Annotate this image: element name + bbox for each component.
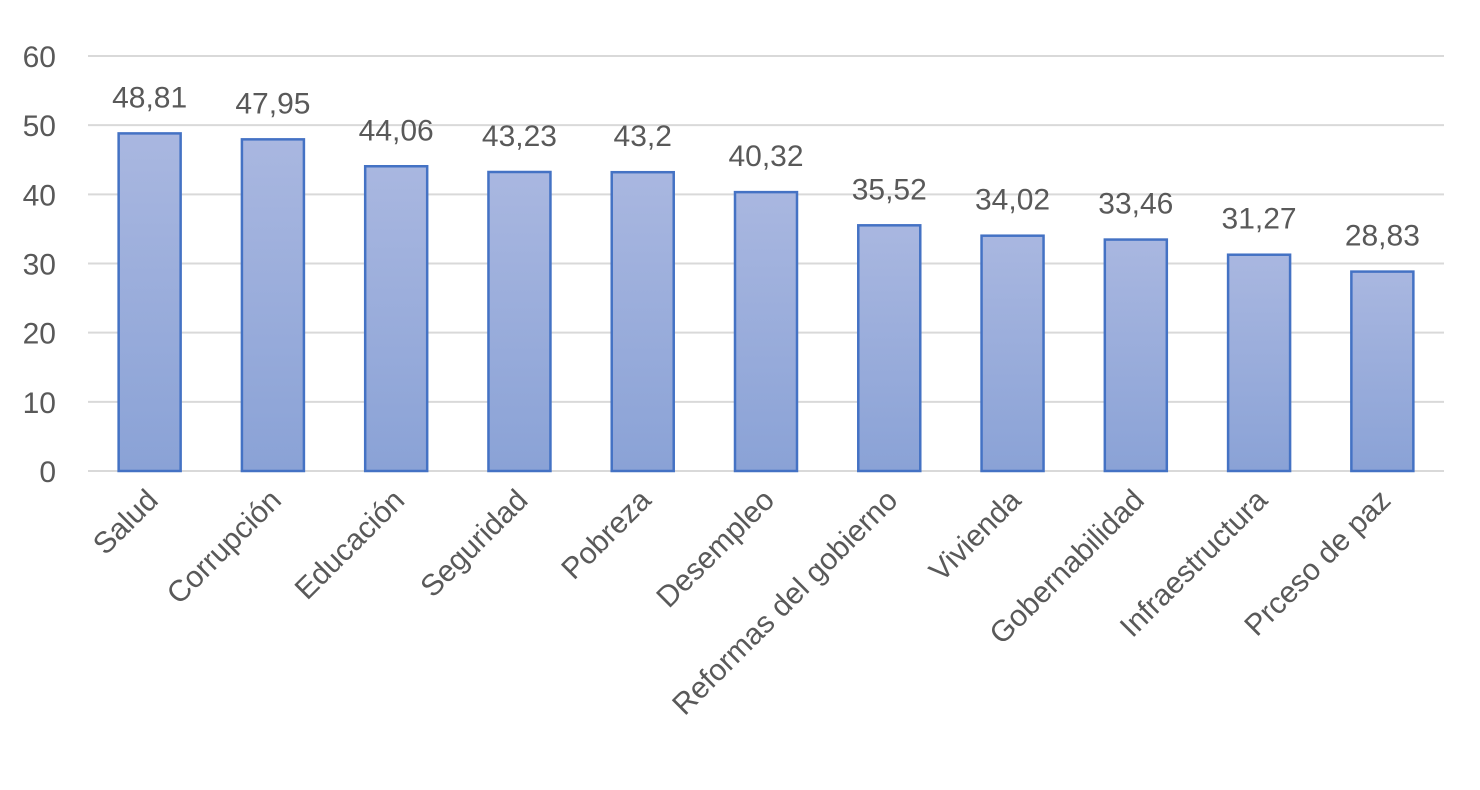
bar-4 bbox=[610, 170, 675, 473]
data-label: 40,32 bbox=[728, 140, 803, 173]
y-tick-label: 50 bbox=[23, 110, 56, 143]
bar-9 bbox=[1226, 253, 1292, 473]
y-tick-label: 40 bbox=[23, 179, 56, 212]
x-tick-label: Vivienda bbox=[923, 483, 1028, 588]
data-labels: 48,81 47,95 44,06 43,23 43,2 40,32 35,52 34,02 3… bbox=[112, 81, 1420, 252]
y-tick-label: 60 bbox=[23, 41, 56, 74]
bar-3 bbox=[487, 170, 552, 473]
bar-6 bbox=[857, 224, 922, 473]
data-label: 47,95 bbox=[235, 87, 310, 120]
data-label: 43,2 bbox=[614, 120, 672, 153]
bars bbox=[117, 132, 1415, 473]
y-axis-ticks: 0 10 20 30 40 50 60 bbox=[23, 41, 56, 489]
data-label: 43,23 bbox=[482, 120, 557, 153]
x-tick-label: Desempleo bbox=[650, 484, 781, 615]
data-label: 44,06 bbox=[359, 114, 434, 147]
data-label: 33,46 bbox=[1098, 188, 1173, 221]
x-tick-label: Salud bbox=[87, 484, 165, 562]
x-tick-label: Seguridad bbox=[414, 484, 534, 604]
bar-8 bbox=[1103, 238, 1169, 473]
bar-5 bbox=[733, 190, 799, 473]
bar-1 bbox=[240, 138, 306, 473]
data-label: 28,83 bbox=[1345, 220, 1420, 253]
x-tick-label: Educación bbox=[289, 484, 411, 606]
y-tick-label: 0 bbox=[39, 456, 56, 489]
x-tick-label: Pobreza bbox=[555, 483, 658, 586]
data-label: 48,81 bbox=[112, 81, 187, 114]
bar-2 bbox=[363, 165, 429, 473]
y-tick-label: 30 bbox=[23, 249, 56, 282]
x-tick-label: Corrupción bbox=[161, 484, 288, 611]
bar-0 bbox=[117, 132, 182, 473]
data-label: 34,02 bbox=[975, 184, 1050, 217]
y-tick-label: 10 bbox=[23, 387, 56, 420]
data-label: 31,27 bbox=[1222, 203, 1297, 236]
bar-7 bbox=[980, 234, 1045, 473]
bar-10 bbox=[1350, 270, 1415, 473]
y-tick-label: 20 bbox=[23, 318, 56, 351]
x-tick-label: Reformas del gobierno bbox=[666, 484, 904, 722]
data-label: 35,52 bbox=[852, 173, 927, 206]
